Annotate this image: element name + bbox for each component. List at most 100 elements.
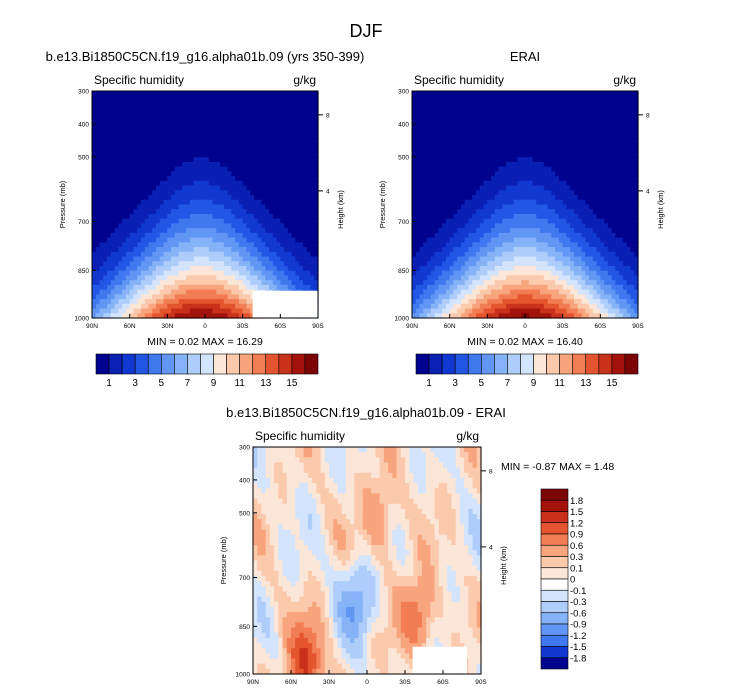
contour-cell xyxy=(314,166,319,172)
contour-cell xyxy=(159,275,165,281)
contour-cell xyxy=(449,109,455,116)
contour-cell xyxy=(543,176,549,182)
contour-cell xyxy=(171,265,176,272)
contour-cell xyxy=(235,147,240,154)
contour-cell xyxy=(532,152,537,158)
contour-cell xyxy=(148,195,153,201)
contour-cell xyxy=(125,109,131,116)
contour-cell xyxy=(517,209,522,215)
contour-cell xyxy=(476,152,481,158)
contour-cell xyxy=(604,204,609,210)
contour-cell xyxy=(140,242,146,248)
contour-cell xyxy=(453,105,458,111)
contour-cell xyxy=(483,228,488,234)
contour-cell xyxy=(615,161,620,168)
contour-cell xyxy=(600,152,605,158)
contour-cell xyxy=(227,195,232,201)
contour-cell xyxy=(498,228,503,234)
contour-cell xyxy=(216,185,221,191)
contour-cell xyxy=(494,133,500,139)
contour-cell xyxy=(487,128,492,135)
contour-cell xyxy=(212,166,217,172)
contour-cell xyxy=(122,284,127,291)
contour-cell xyxy=(261,166,266,172)
contour-cell xyxy=(212,109,217,116)
contour-cell xyxy=(110,100,116,106)
contour-cell xyxy=(253,114,259,120)
contour-cell xyxy=(272,114,278,120)
contour-cell xyxy=(133,109,138,116)
contour-cell xyxy=(306,185,312,191)
contour-cell xyxy=(483,176,488,182)
colorbar-swatch xyxy=(160,353,175,375)
contour-cell xyxy=(167,166,172,172)
contour-cell xyxy=(280,124,285,130)
contour-cell xyxy=(460,95,466,102)
contour-cell xyxy=(174,119,180,125)
contour-cell xyxy=(472,223,477,229)
contour-cell xyxy=(197,223,202,229)
contour-cell xyxy=(622,228,628,234)
contour-cell xyxy=(227,114,232,120)
contour-cell xyxy=(585,119,590,125)
contour-cell xyxy=(257,251,263,258)
contour-cell xyxy=(291,124,296,130)
contour-cell xyxy=(114,171,119,177)
contour-cell xyxy=(201,251,206,258)
contour-cell xyxy=(498,95,503,102)
contour-cell xyxy=(246,180,251,187)
contour-cell xyxy=(487,161,492,168)
contour-cell xyxy=(430,209,436,215)
contour-cell xyxy=(581,147,586,154)
contour-cell xyxy=(634,204,639,210)
contour-cell xyxy=(483,128,488,135)
contour-cell xyxy=(133,185,138,191)
contour-cell xyxy=(434,180,439,187)
contour-cell xyxy=(159,176,165,182)
contour-cell xyxy=(291,275,296,281)
contour-cell xyxy=(178,195,183,201)
contour-cell xyxy=(118,157,123,163)
contour-cell xyxy=(246,176,251,182)
contour-cell xyxy=(457,109,462,116)
contour-cell xyxy=(186,109,191,116)
contour-cell xyxy=(314,228,319,234)
contour-cell xyxy=(125,223,131,229)
contour-cell xyxy=(242,91,248,97)
contour-cell xyxy=(558,147,564,154)
contour-cell xyxy=(140,247,146,253)
contour-cell xyxy=(562,180,568,187)
contour-cell xyxy=(110,308,116,314)
contour-cell xyxy=(238,161,244,168)
contour-cell xyxy=(156,299,161,305)
contour-cell xyxy=(287,275,293,281)
contour-cell xyxy=(498,128,503,135)
contour-cell xyxy=(103,143,108,149)
contour-cell xyxy=(449,223,455,229)
contour-cell xyxy=(299,124,304,130)
contour-cell xyxy=(253,185,259,191)
contour-cell xyxy=(242,256,248,262)
contour-cell xyxy=(528,228,534,234)
contour-cell xyxy=(242,209,248,215)
contour-cell xyxy=(92,223,97,229)
contour-cell xyxy=(257,114,263,120)
contour-cell xyxy=(205,256,210,262)
contour-cell xyxy=(445,105,451,111)
contour-cell xyxy=(615,119,620,125)
contour-cell xyxy=(118,294,123,300)
contour-cell xyxy=(238,124,244,130)
contour-cell xyxy=(276,213,281,220)
contour-cell xyxy=(532,133,537,139)
contour-cell xyxy=(457,242,462,248)
contour-cell xyxy=(114,247,119,253)
contour-cell xyxy=(152,261,157,267)
contour-cell xyxy=(201,308,206,314)
contour-cell xyxy=(434,105,439,111)
contour-cell xyxy=(562,100,568,106)
contour-cell xyxy=(585,204,590,210)
contour-cell xyxy=(193,303,199,310)
contour-cell xyxy=(464,152,470,158)
contour-cell xyxy=(310,152,315,158)
contour-cell xyxy=(276,284,281,291)
